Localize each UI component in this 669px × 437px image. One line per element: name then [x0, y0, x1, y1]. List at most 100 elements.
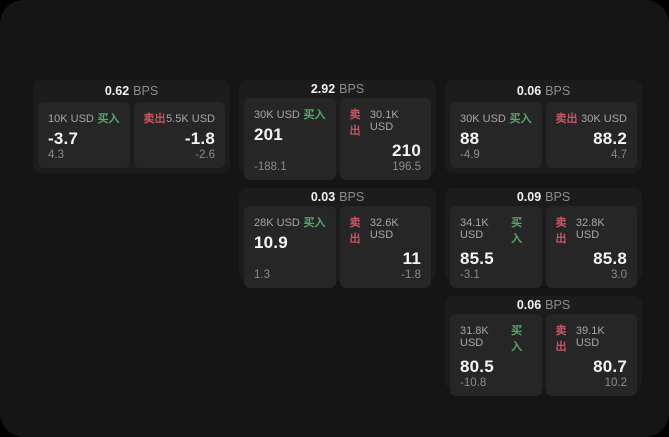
bps-value: 0.62: [104, 84, 130, 98]
bps-card: 0.03 BPS 28K USD 买入 10.9 1.3 卖出 32.6K US…: [239, 188, 436, 288]
sell-main-value: 85.8: [593, 249, 627, 268]
bps-card: 0.06 BPS 31.8K USD 买入 80.5 -10.8 卖出 39.1…: [445, 296, 642, 396]
buy-sub-value: -10.8: [460, 377, 487, 389]
quote-panels: 30K USD 买入 201 -188.1 卖出 30.1K USD 210 1…: [239, 96, 436, 185]
sell-panel-top: 卖出 30.1K USD: [350, 106, 422, 138]
bps-value: 0.06: [516, 298, 542, 312]
sell-sub-value: 4.7: [611, 149, 627, 161]
sell-panel[interactable]: 卖出 30.1K USD 210 196.5: [339, 98, 431, 180]
sell-main-value: 80.7: [593, 357, 627, 376]
buy-amount-label: 34.1K USD: [460, 217, 489, 241]
quote-panels: 34.1K USD 买入 85.5 -3.1 卖出 32.8K USD 85.8…: [445, 204, 642, 293]
buy-panel-top: 31.8K USD 买入: [460, 322, 532, 354]
bps-card: 2.92 BPS 30K USD 买入 201 -188.1 卖出 30.1K …: [239, 80, 436, 180]
sell-panel[interactable]: 卖出 32.8K USD 85.8 3.0: [545, 206, 637, 288]
buy-main-value: 88: [460, 129, 480, 148]
buy-panel-top: 34.1K USD 买入: [460, 214, 532, 246]
buy-main-value: -3.7: [48, 129, 79, 148]
sell-side-label: 卖出: [349, 109, 361, 137]
sell-sub-value: 3.0: [611, 269, 627, 281]
bps-card: 0.06 BPS 30K USD 买入 88 -4.9 卖出 30K USD: [445, 80, 642, 173]
buy-panel[interactable]: 30K USD 买入 88 -4.9: [450, 102, 542, 168]
sell-panel[interactable]: 卖出 32.6K USD 11 -1.8: [339, 206, 431, 288]
sell-amount-label: 32.8K USD: [575, 217, 605, 241]
bps-value: 0.06: [516, 84, 542, 98]
buy-side-label: 买入: [303, 109, 326, 121]
sell-panel-top: 卖出 39.1K USD: [556, 322, 628, 354]
sell-side-label: 卖出: [555, 325, 567, 353]
sell-sub-value: -1.8: [401, 269, 421, 281]
buy-amount-label: 28K USD: [254, 217, 300, 229]
sell-main-value: 210: [392, 141, 421, 160]
buy-side-label: 买入: [509, 113, 532, 125]
buy-panel-top: 28K USD 买入: [254, 214, 326, 230]
sell-panel[interactable]: 卖出 30K USD 88.2 4.7: [545, 102, 637, 168]
bps-value: 0.09: [516, 190, 542, 204]
buy-amount-label: 30K USD: [460, 113, 506, 125]
buy-amount-label: 31.8K USD: [460, 325, 489, 349]
bps-value: 0.03: [310, 190, 336, 204]
bps-unit-label: BPS: [339, 82, 365, 96]
buy-panel-top: 30K USD 买入: [254, 106, 326, 122]
buy-panel[interactable]: 30K USD 买入 201 -188.1: [244, 98, 336, 180]
bps-card: 0.09 BPS 34.1K USD 买入 85.5 -3.1 卖出 32.8K…: [445, 188, 642, 288]
buy-panel[interactable]: 10K USD 买入 -3.7 4.3: [38, 102, 130, 168]
sell-main-value: -1.8: [184, 129, 215, 148]
bps-header: 0.06 BPS: [445, 80, 642, 100]
quote-panels: 10K USD 买入 -3.7 4.3 卖出 5.5K USD -1.8 -2.…: [33, 100, 230, 173]
bps-header: 0.62 BPS: [33, 80, 230, 100]
buy-sub-value: -3.1: [460, 269, 480, 281]
sell-amount-label: 39.1K USD: [575, 325, 605, 349]
buy-sub-value: -188.1: [254, 161, 287, 173]
sell-panel[interactable]: 卖出 5.5K USD -1.8 -2.6: [133, 102, 225, 168]
sell-panel-top: 卖出 32.8K USD: [556, 214, 628, 246]
bps-card: 0.62 BPS 10K USD 买入 -3.7 4.3 卖出 5.5K USD: [33, 80, 230, 173]
buy-amount-label: 10K USD: [48, 113, 94, 125]
sell-side-label: 卖出: [555, 113, 578, 125]
bps-unit-label: BPS: [339, 190, 365, 204]
buy-side-label: 买入: [97, 113, 120, 125]
buy-side-label: 买入: [303, 217, 326, 229]
bps-unit-label: BPS: [545, 298, 571, 312]
buy-sub-value: -4.9: [460, 149, 480, 161]
sell-main-value: 11: [402, 249, 421, 268]
bps-unit-label: BPS: [133, 84, 159, 98]
sell-amount-label: 30.1K USD: [369, 109, 399, 133]
quote-panels: 30K USD 买入 88 -4.9 卖出 30K USD 88.2 4.7: [445, 100, 642, 173]
bps-header: 0.06 BPS: [445, 296, 642, 312]
bps-header: 0.09 BPS: [445, 188, 642, 204]
buy-panel[interactable]: 34.1K USD 买入 85.5 -3.1: [450, 206, 542, 288]
sell-side-label: 卖出: [349, 217, 361, 245]
buy-side-label: 买入: [511, 325, 523, 353]
sell-sub-value: 196.5: [392, 161, 421, 173]
buy-side-label: 买入: [511, 217, 523, 245]
buy-panel[interactable]: 28K USD 买入 10.9 1.3: [244, 206, 336, 288]
buy-panel-top: 10K USD 买入: [48, 110, 120, 126]
sell-panel-top: 卖出 32.6K USD: [350, 214, 422, 246]
bps-header: 0.03 BPS: [239, 188, 436, 204]
bps-unit-label: BPS: [545, 190, 571, 204]
buy-main-value: 85.5: [460, 249, 494, 268]
sell-panel-top: 卖出 5.5K USD: [144, 110, 216, 126]
bps-unit-label: BPS: [545, 84, 571, 98]
bps-value: 2.92: [310, 82, 336, 96]
buy-amount-label: 30K USD: [254, 109, 300, 121]
buy-main-value: 201: [254, 125, 283, 144]
quote-panels: 31.8K USD 买入 80.5 -10.8 卖出 39.1K USD 80.…: [445, 312, 642, 401]
sell-amount-label: 30K USD: [581, 113, 627, 125]
quote-panels: 28K USD 买入 10.9 1.3 卖出 32.6K USD 11 -1.8: [239, 204, 436, 293]
quote-card-grid: 0.62 BPS 10K USD 买入 -3.7 4.3 卖出 5.5K USD: [33, 80, 642, 396]
sell-panel-top: 卖出 30K USD: [556, 110, 628, 126]
buy-main-value: 80.5: [460, 357, 494, 376]
buy-panel[interactable]: 31.8K USD 买入 80.5 -10.8: [450, 314, 542, 396]
sell-main-value: 88.2: [593, 129, 627, 148]
sell-amount-label: 5.5K USD: [166, 113, 215, 125]
sell-panel[interactable]: 卖出 39.1K USD 80.7 10.2: [545, 314, 637, 396]
buy-sub-value: 1.3: [254, 269, 270, 281]
sell-amount-label: 32.6K USD: [369, 217, 399, 241]
buy-main-value: 10.9: [254, 233, 288, 252]
buy-panel-top: 30K USD 买入: [460, 110, 532, 126]
buy-sub-value: 4.3: [48, 149, 64, 161]
sell-sub-value: 10.2: [604, 377, 627, 389]
